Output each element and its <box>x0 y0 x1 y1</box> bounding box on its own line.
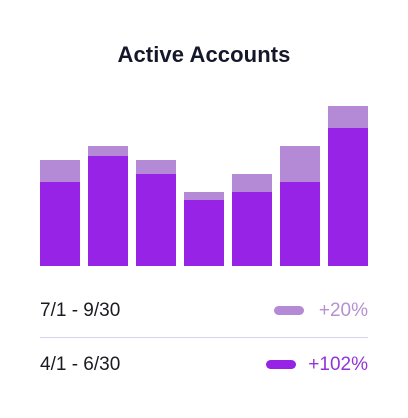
bar-current-5 <box>232 192 272 266</box>
bar-current-6 <box>280 182 320 266</box>
bar-current-1 <box>40 182 80 266</box>
legend-label-previous-period: 7/1 - 9/30 <box>40 300 121 321</box>
legend-item-previous-period: 7/1 - 9/30 +20% <box>40 296 368 326</box>
legend-value-previous-period: +20% <box>318 300 368 321</box>
bar-current-4 <box>184 200 224 266</box>
stacked-bar-chart <box>40 106 368 266</box>
bar-previous-5 <box>232 174 272 192</box>
legend-item-current-period: 4/1 - 6/30 +102% <box>40 350 368 380</box>
bar-current-2 <box>88 156 128 266</box>
bar-previous-4 <box>184 192 224 200</box>
bar-previous-6 <box>280 146 320 182</box>
bar-previous-2 <box>88 146 128 156</box>
bar-current-7 <box>328 128 368 266</box>
legend-swatch-current-period <box>266 360 296 369</box>
bar-previous-3 <box>136 160 176 174</box>
chart-title: Active Accounts <box>117 42 291 67</box>
legend-label-current-period: 4/1 - 6/30 <box>40 354 121 375</box>
legend-value-current-period: +102% <box>308 354 368 375</box>
bar-previous-7 <box>328 106 368 128</box>
bar-current-3 <box>136 174 176 266</box>
bar-previous-1 <box>40 160 80 182</box>
legend-divider <box>40 337 368 338</box>
legend-swatch-previous-period <box>274 306 304 315</box>
